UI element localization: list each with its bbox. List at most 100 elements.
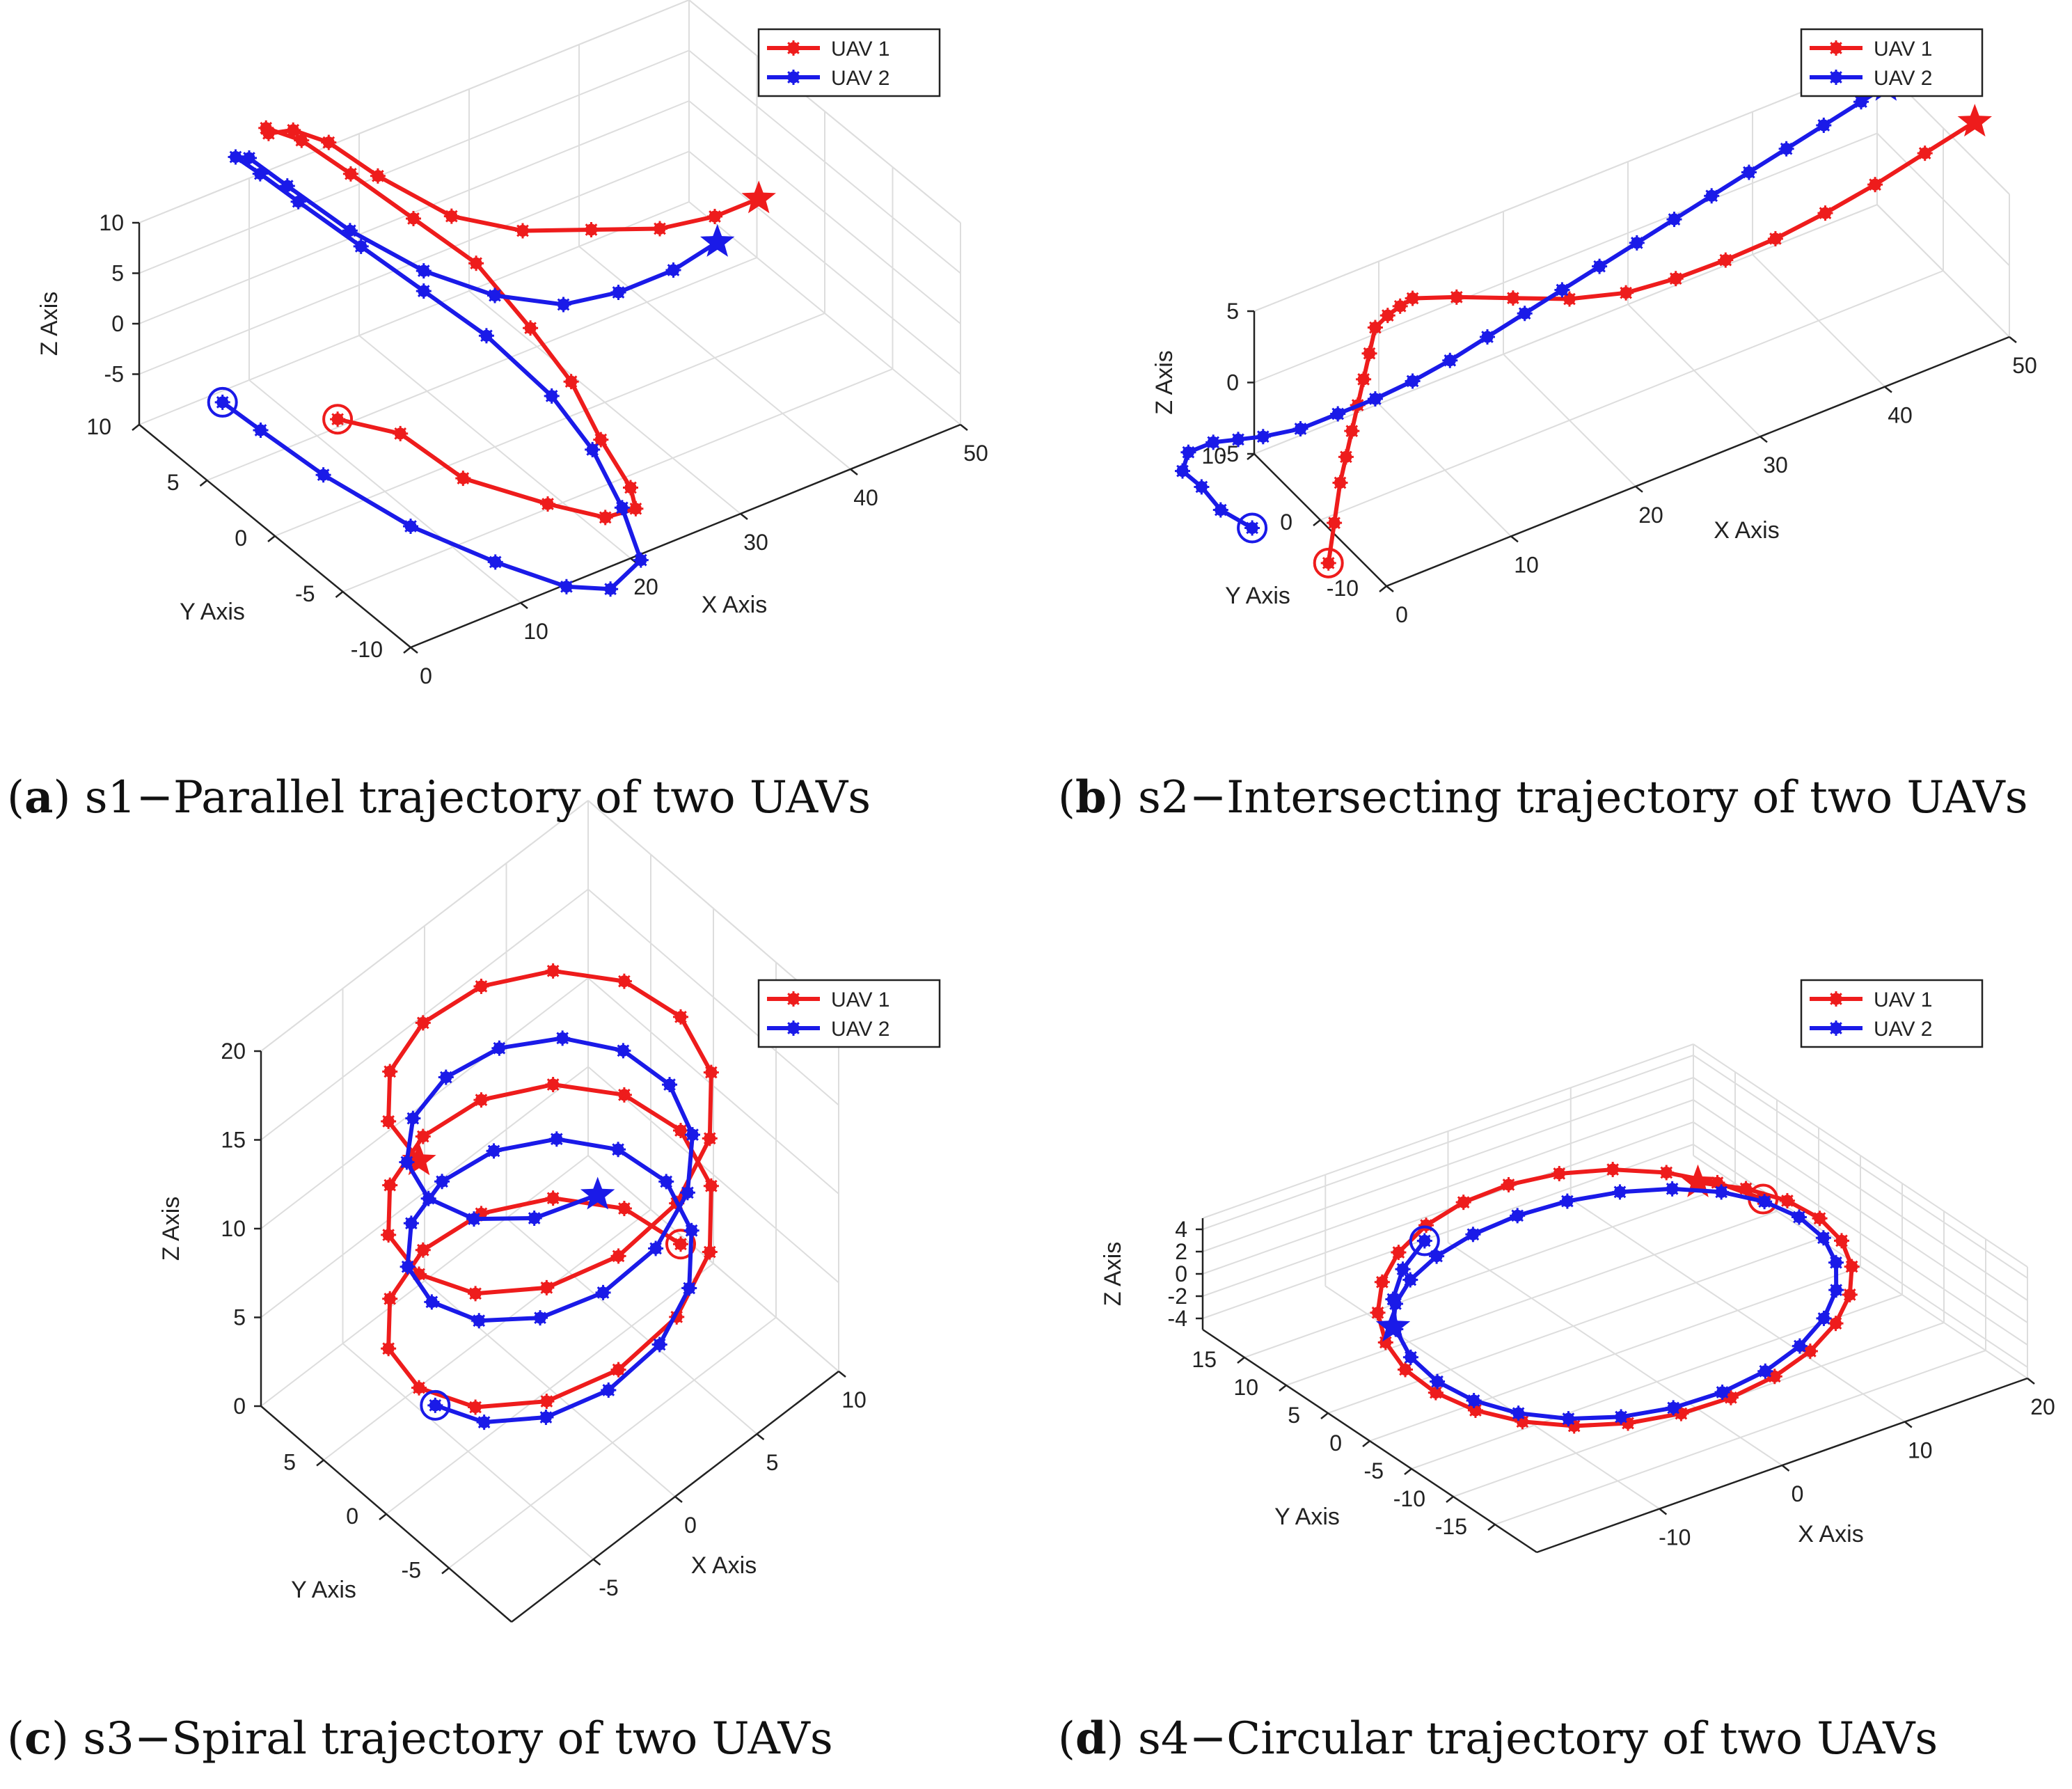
- x-tick: [1781, 1465, 1790, 1472]
- series-1-point-spoke: [322, 136, 335, 149]
- series-2-start-marker: [207, 386, 238, 418]
- series-2-point-spoke: [243, 152, 255, 164]
- series-1-start-marker: [1313, 547, 1344, 578]
- x-tick: [592, 1559, 601, 1566]
- z-tick-label: -2: [1168, 1284, 1187, 1309]
- grid-y-floor: [1286, 1211, 1778, 1386]
- series-1-line: [264, 125, 760, 520]
- series-2-point-spoke: [1176, 464, 1189, 478]
- series-1-point-spoke: [1393, 299, 1407, 313]
- z-tick-label: -5: [1219, 441, 1239, 466]
- grid-edge: [1693, 1043, 2028, 1268]
- x-axis-line: [1386, 336, 2010, 588]
- y-tick: [1446, 1496, 1454, 1503]
- series-2-point-spoke: [401, 1260, 414, 1273]
- x-tick: [838, 1371, 846, 1378]
- x-tick-label: 30: [743, 530, 768, 555]
- series-1-point-spoke: [469, 1287, 482, 1300]
- grid-z-side: [1693, 1055, 2028, 1279]
- legend-label: UAV 1: [831, 38, 889, 61]
- series-1-point-spoke: [1381, 309, 1394, 322]
- series-1-point-spoke: [1369, 321, 1382, 334]
- series-2-point-spoke: [1406, 375, 1419, 388]
- series-2-point-spoke: [1182, 446, 1195, 459]
- series-2-point-spoke: [545, 390, 558, 402]
- x-tick-label: 50: [2012, 353, 2037, 378]
- x-tick-label: 0: [1792, 1481, 1804, 1506]
- legend-box: [1800, 28, 1984, 97]
- series-1-point-spoke: [470, 257, 482, 270]
- series-1-point-spoke: [599, 511, 612, 524]
- series-1-point-spoke: [1725, 1391, 1737, 1404]
- series-1-point-spoke: [469, 1401, 482, 1414]
- series-2-point-spoke: [686, 1128, 699, 1141]
- series-1-point-spoke: [540, 1395, 553, 1408]
- series-2-point-spoke: [1256, 430, 1270, 443]
- series-1-point-spoke: [1669, 272, 1682, 285]
- series-1-point-spoke: [1660, 1166, 1673, 1179]
- x-tick: [1635, 485, 1643, 493]
- series-2-point-spoke: [1817, 1231, 1830, 1245]
- series-2-point-spoke: [604, 583, 617, 596]
- series-2-point-spoke: [229, 150, 242, 164]
- series-1-point-spoke: [331, 413, 344, 426]
- series-1-point-spoke: [1450, 290, 1463, 304]
- series-2-point-spoke: [422, 1192, 435, 1205]
- series-1-point-spoke: [674, 1011, 687, 1023]
- y-tick: [335, 591, 344, 598]
- legend-label: UAV 2: [831, 67, 889, 90]
- x-axis-line: [410, 423, 961, 649]
- series-1-point-spoke: [416, 1130, 429, 1143]
- series-1-point-spoke: [1357, 373, 1370, 386]
- series-1-point-spoke: [457, 472, 470, 484]
- series-1-point-spoke: [564, 375, 578, 388]
- series-2-point-spoke: [1793, 1211, 1805, 1224]
- series-1-point-spoke: [1567, 1419, 1581, 1433]
- grid-y-floor: [1327, 1238, 1819, 1414]
- series-1-point-spoke: [372, 169, 384, 182]
- grid-y-floor: [1320, 270, 1944, 521]
- series-2-point-spoke: [436, 1175, 448, 1188]
- series-2-point-spoke: [404, 520, 417, 533]
- caption-b: (b) s2−Intersecting trajectory of two UA…: [1058, 771, 2028, 823]
- x-tick-label: 30: [1763, 452, 1788, 478]
- series-2-start-marker: [1409, 1225, 1440, 1256]
- series-1-point-spoke: [345, 167, 357, 180]
- series-1-point-spoke: [1769, 233, 1782, 245]
- series-2-point-spoke: [253, 167, 267, 180]
- series-2-point-spoke: [280, 180, 294, 192]
- series-1-point-spoke: [705, 1066, 718, 1079]
- x-tick-label: 0: [1395, 602, 1408, 627]
- series-2-point-spoke: [1369, 393, 1382, 405]
- grid-z-back: [1254, 132, 1878, 384]
- series-2-line: [404, 1036, 695, 1425]
- series-1-point-spoke: [416, 1243, 429, 1256]
- series-2-point-spoke: [596, 1286, 610, 1299]
- series-2-point-spoke: [216, 396, 229, 409]
- legend-label: UAV 2: [1874, 67, 1932, 90]
- grid-y-floor: [342, 368, 893, 592]
- panel-a-chart: 0 10 20 30 40 50 -10 -5 0 5 10 -5 0 5 10 X Axis Y Axis Z …: [36, 0, 988, 688]
- series-2-point-spoke: [1716, 1386, 1729, 1398]
- series-2-point-spoke: [317, 468, 330, 482]
- grid-z-side: [688, 49, 961, 274]
- y-tick: [1279, 1385, 1287, 1392]
- y-axis-label: Y Axis: [291, 1577, 356, 1603]
- series-2-point-spoke: [493, 1041, 506, 1055]
- series-2-point-spoke: [354, 240, 367, 253]
- series-2-point-spoke: [1466, 1228, 1480, 1241]
- series-1-point-spoke: [1340, 450, 1352, 464]
- caption-a: (a) s1−Parallel trajectory of two UAVs: [7, 771, 871, 823]
- series-1-point-spoke: [1739, 1182, 1753, 1195]
- series-2-point-spoke: [489, 555, 502, 569]
- caption-a-text: s1−Parallel trajectory of two UAVs: [84, 772, 871, 823]
- series-1-point-spoke: [1804, 1345, 1817, 1357]
- z-tick-label: -4: [1168, 1306, 1187, 1331]
- legend-swatch-marker-spoke: [787, 993, 800, 1005]
- y-tick-label: 5: [167, 470, 180, 495]
- series-1-point-spoke: [295, 134, 308, 147]
- series-1-point-spoke: [546, 964, 560, 977]
- legend-label: UAV 1: [1874, 38, 1932, 61]
- series-2-point-spoke: [1294, 423, 1307, 435]
